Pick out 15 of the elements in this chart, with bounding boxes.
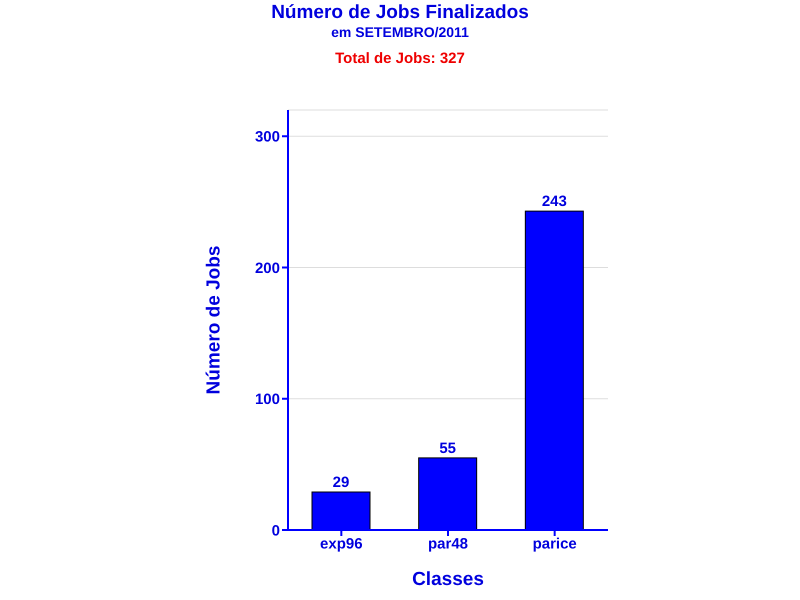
x-tick-label: par48: [428, 536, 468, 553]
x-tick-label: parice: [532, 536, 577, 553]
data-label: 243: [542, 193, 567, 210]
x-tick-label: exp96: [320, 536, 363, 553]
chart-title: Número de Jobs Finalizados: [270, 2, 530, 24]
data-label: 55: [439, 440, 456, 457]
x-axis-title: Classes: [412, 569, 484, 590]
chart-subtitle: em SETEMBRO/2011: [330, 24, 470, 40]
y-tick-label: 200: [254, 260, 280, 277]
y-tick-label: 0: [272, 522, 280, 540]
text: Total de Jobs: 327: [334, 50, 466, 67]
y-tick-label: 100: [254, 391, 280, 408]
y-axis-title: Número de Jobs: [204, 246, 225, 394]
data-label: 29: [332, 474, 350, 491]
y-tick-label: 300: [254, 128, 280, 146]
